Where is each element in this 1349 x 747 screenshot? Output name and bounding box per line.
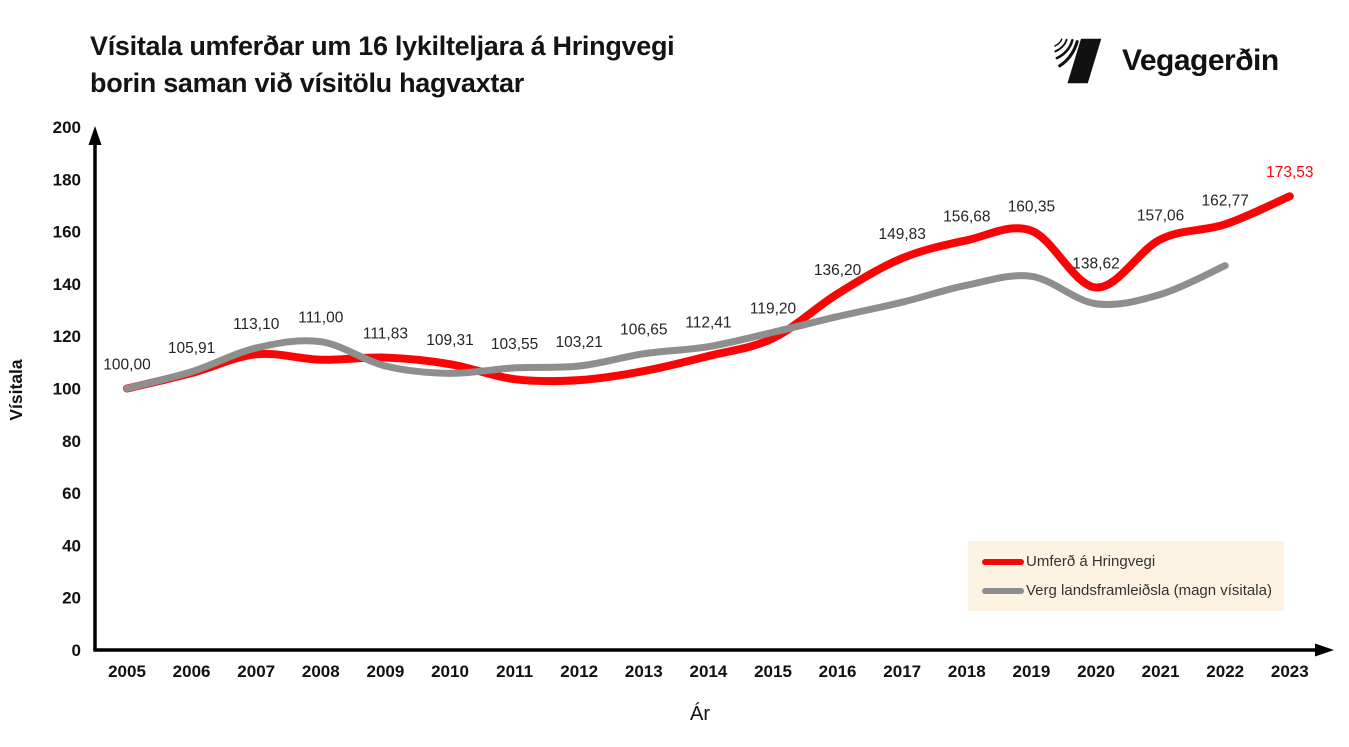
chart-title: Vísitala umferðar um 16 lykilteljara á H…: [90, 28, 675, 102]
data-label: 109,31: [426, 332, 473, 349]
data-label: 103,55: [491, 336, 538, 353]
x-tick-label: 2006: [173, 662, 211, 681]
x-tick-label: 2022: [1206, 662, 1244, 681]
x-tick-label: 2011: [496, 662, 533, 681]
x-tick-label: 2008: [302, 662, 340, 681]
vegagerdin-logo-text: Vegagerðin: [1122, 44, 1279, 77]
x-tick-label: 2016: [819, 662, 857, 681]
x-tick-label: 2012: [560, 662, 598, 681]
series-line-umferd: [123, 192, 1294, 393]
x-tick-label: 2007: [237, 662, 275, 681]
data-label: 157,06: [1137, 207, 1184, 224]
y-tick-label: 60: [62, 484, 81, 503]
x-tick-label: 2021: [1142, 662, 1180, 681]
x-tick-label: 2009: [366, 662, 404, 681]
y-axis-arrow-icon: [88, 126, 102, 145]
x-tick-label: 2010: [431, 662, 469, 681]
y-tick-label: 0: [72, 641, 81, 660]
data-label: 138,62: [1072, 256, 1119, 273]
legend-label-vlf: Verg landsframleiðsla (magn vísitala): [1026, 582, 1272, 599]
legend-row-vlf: Verg landsframleiðsla (magn vísitala): [982, 582, 1284, 599]
series-line-vlf: [123, 262, 1229, 392]
chart-legend: Umferð á Hringvegi Verg landsframleiðsla…: [968, 541, 1284, 611]
x-tick-label: 2005: [108, 662, 146, 681]
x-tick-label: 2019: [1012, 662, 1050, 681]
chart-title-line2: borin saman við vísitölu hagvaxtar: [90, 68, 524, 98]
y-tick-label: 160: [53, 223, 81, 242]
data-label: 111,00: [298, 310, 343, 327]
y-tick-label: 20: [62, 589, 81, 608]
x-tick-label: 2023: [1271, 662, 1309, 681]
y-axis-title: Vísitala: [6, 359, 26, 421]
data-label: 149,83: [878, 226, 925, 243]
data-label: 119,20: [750, 300, 797, 317]
legend-swatch-umferd: [982, 558, 1024, 565]
x-tick-label: 2018: [948, 662, 986, 681]
y-tick-label: 180: [53, 170, 81, 189]
x-tick-label: 2013: [625, 662, 663, 681]
y-tick-label: 200: [53, 118, 81, 137]
data-label: 160,35: [1008, 199, 1055, 216]
x-tick-label: 2014: [689, 662, 727, 681]
data-label: 103,21: [555, 334, 602, 351]
vegagerdin-logo-icon: [1054, 38, 1102, 84]
data-label: 173,53: [1266, 164, 1313, 181]
legend-swatch-vlf: [982, 587, 1024, 594]
legend-row-umferd: Umferð á Hringvegi: [982, 553, 1284, 570]
x-tick-label: 2017: [883, 662, 921, 681]
data-label: 156,68: [943, 208, 990, 225]
y-tick-label: 40: [62, 536, 81, 555]
legend-label-umferd: Umferð á Hringvegi: [1026, 553, 1156, 570]
data-label: 112,41: [685, 315, 731, 332]
x-tick-label: 2015: [754, 662, 792, 681]
chart-title-line1: Vísitala umferðar um 16 lykilteljara á H…: [90, 31, 675, 61]
x-tick-label: 2020: [1077, 662, 1115, 681]
y-tick-label: 120: [53, 327, 81, 346]
y-tick-label: 80: [62, 432, 81, 451]
y-tick-label: 140: [53, 275, 81, 294]
x-axis-title: Ár: [690, 702, 710, 725]
data-label: 105,91: [168, 340, 215, 357]
y-tick-label: 100: [53, 380, 81, 399]
data-label: 113,10: [233, 316, 280, 333]
data-label: 111,83: [363, 326, 408, 343]
data-label: 106,65: [620, 322, 667, 339]
data-label: 136,20: [814, 262, 862, 279]
data-label: 100,00: [103, 357, 151, 374]
data-label: 162,77: [1201, 192, 1248, 209]
x-axis-arrow-icon: [1315, 643, 1334, 657]
vegagerdin-logo: Vegagerðin: [1052, 36, 1279, 86]
